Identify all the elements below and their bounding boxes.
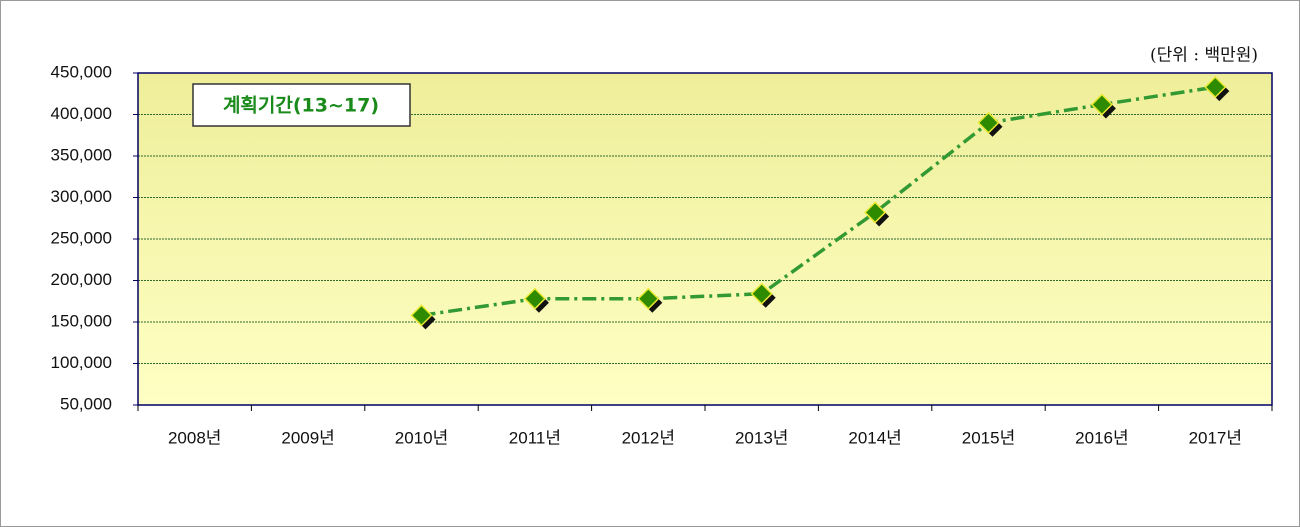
marker xyxy=(637,287,660,310)
x-tick-label: 2009년 xyxy=(281,428,334,447)
marker xyxy=(1090,93,1113,116)
x-tick-label: 2011년 xyxy=(509,428,561,447)
x-tick-label: 2010년 xyxy=(395,428,448,447)
y-tick-label: 300,000 xyxy=(51,187,112,206)
x-tick-label: 2017년 xyxy=(1189,428,1242,447)
y-tick-label: 150,000 xyxy=(51,311,112,330)
x-tick-label: 2014년 xyxy=(848,428,901,447)
y-tick-label: 400,000 xyxy=(51,104,112,123)
marker xyxy=(977,111,1000,134)
y-tick-label: 450,000 xyxy=(51,62,112,81)
marker xyxy=(1204,76,1227,99)
x-tick-label: 2012년 xyxy=(622,428,675,447)
y-tick-label: 350,000 xyxy=(51,145,112,164)
marker xyxy=(750,282,773,305)
marker xyxy=(410,304,433,327)
y-tick-label: 50,000 xyxy=(60,394,112,413)
y-tick-label: 200,000 xyxy=(51,270,112,289)
y-tick-label: 250,000 xyxy=(51,228,112,247)
annotation: 계획기간(13~17) xyxy=(223,95,379,117)
y-tick-label: 100,000 xyxy=(51,353,112,372)
marker xyxy=(864,201,887,224)
x-tick-label: 2015년 xyxy=(962,428,1015,447)
x-tick-label: 2013년 xyxy=(735,428,788,447)
annotation-box xyxy=(192,83,411,127)
line xyxy=(421,85,1216,318)
marker xyxy=(523,287,546,310)
x-tick-label: 2016년 xyxy=(1075,428,1128,447)
x-tick-label: 2008년 xyxy=(168,428,221,447)
unit-note: (단위 : 백만원) xyxy=(1150,46,1258,66)
